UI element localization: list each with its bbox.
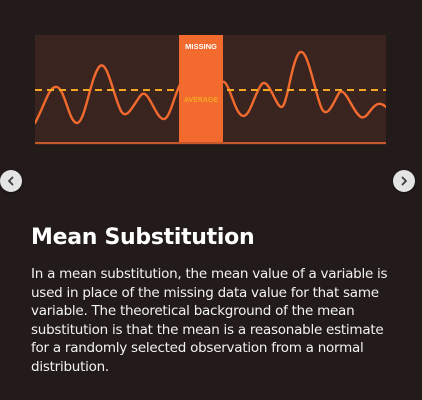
average-label: AVERAGE bbox=[184, 97, 218, 104]
illustration-svg: MISSING AVERAGE bbox=[35, 35, 386, 144]
carousel-prev-button[interactable] bbox=[0, 170, 22, 192]
signal-wave-left bbox=[35, 64, 183, 125]
missing-block bbox=[179, 35, 223, 142]
chevron-left-icon bbox=[6, 176, 16, 186]
mean-substitution-illustration: MISSING AVERAGE bbox=[35, 35, 386, 145]
carousel-next-button[interactable] bbox=[393, 170, 415, 192]
article-title: Mean Substitution bbox=[31, 225, 255, 250]
signal-wave-right bbox=[219, 50, 386, 119]
chevron-right-icon bbox=[399, 176, 409, 186]
article-body: In a mean substitution, the mean value o… bbox=[31, 266, 388, 375]
missing-label: MISSING bbox=[185, 42, 217, 51]
